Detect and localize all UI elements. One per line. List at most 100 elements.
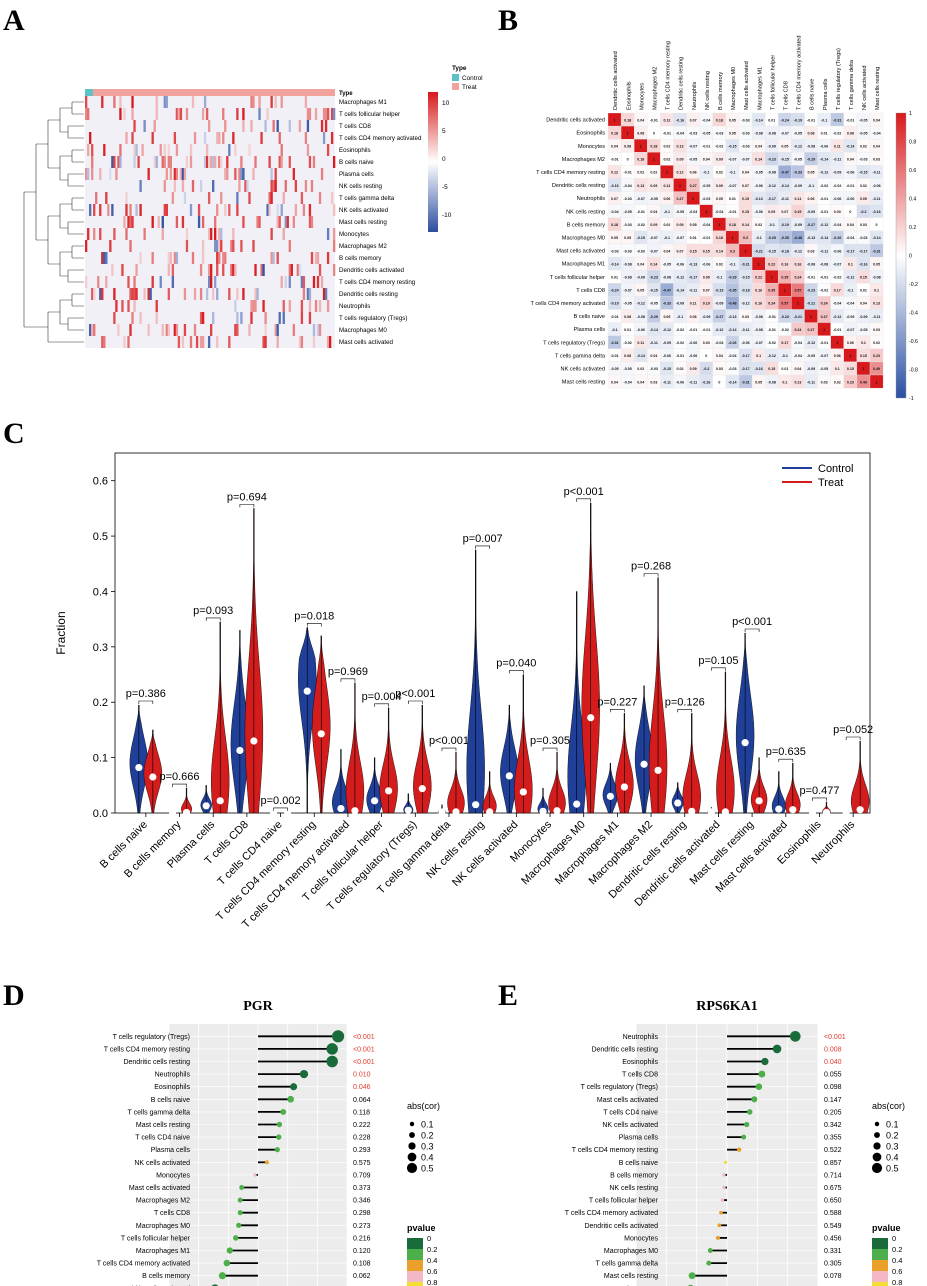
- p-value-label: <0.001: [353, 1059, 375, 1066]
- heatmap-cell: [310, 216, 314, 228]
- size-legend-label: 0.1: [886, 1120, 899, 1130]
- heatmap-cell: [169, 252, 172, 264]
- violin-median: [135, 763, 143, 772]
- heatmap-cell: [201, 216, 205, 228]
- category-label: Dendritic cells resting: [591, 1046, 658, 1053]
- heatmap-cell: [127, 216, 130, 228]
- matrix-cell-value: 0.18: [624, 118, 631, 122]
- heatmap-cell: [157, 216, 160, 228]
- size-legend-dot: [407, 1152, 417, 1162]
- lollipop-dot: [237, 1210, 243, 1216]
- p-value-label: 0.078: [824, 1273, 842, 1280]
- matrix-cell-value: 0.14: [716, 249, 723, 253]
- p-value-label: 0.273: [353, 1223, 371, 1230]
- heatmap-cell: [312, 156, 316, 168]
- heatmap-cell: [159, 276, 162, 288]
- matrix-col-label: Macrophages M0: [731, 67, 737, 110]
- violin-median: [606, 792, 614, 800]
- matrix-cell-value: 0.1: [848, 262, 853, 266]
- matrix-cell-value: -0.01: [689, 328, 697, 332]
- matrix-cell-value: -0.05: [859, 131, 867, 135]
- heatmap-cell: [181, 168, 185, 180]
- matrix-cell-value: 0.04: [755, 144, 762, 148]
- heatmap-cell: [326, 108, 330, 120]
- heatmap-cell: [212, 156, 215, 168]
- matrix-cell-value: -0.15: [859, 171, 867, 175]
- significance-bracket: [441, 747, 457, 752]
- matrix-cell-value: 0.22: [755, 275, 762, 279]
- heatmap-cell: [185, 228, 189, 240]
- matrix-row-label: T cells regulatory (Tregs): [543, 340, 605, 346]
- matrix-cell-value: 0.02: [637, 171, 644, 175]
- heatmap-cell: [318, 300, 322, 312]
- p-value-label: 0.575: [353, 1160, 371, 1167]
- matrix-cell-value: -0.08: [755, 315, 763, 319]
- lollipop-dot: [264, 1160, 269, 1165]
- heatmap-cell: [222, 132, 225, 144]
- p-value-label: 0.008: [824, 1046, 842, 1053]
- matrix-cell-value: 1: [705, 210, 707, 214]
- heatmap-cell: [230, 240, 233, 252]
- heatmap-cell: [91, 144, 94, 156]
- matrix-cell-value: -0.16: [755, 367, 763, 371]
- matrix-cell-value: -0.48: [728, 302, 736, 306]
- heatmap-cell: [264, 336, 267, 348]
- category-label: T cells CD4 naive: [135, 1135, 190, 1142]
- heatmap-cell: [236, 312, 239, 324]
- matrix-col-label: Neutrophils: [692, 82, 698, 110]
- category-label: Monocytes: [156, 1172, 190, 1179]
- p-value-label: p=0.018: [294, 610, 334, 622]
- matrix-cell-value: -0.13: [755, 197, 763, 201]
- matrix-cell-value: 0: [705, 354, 707, 358]
- heatmap-cell: [262, 336, 265, 348]
- heatmap-cell: [139, 312, 142, 324]
- matrix-cell-value: 0.03: [873, 158, 880, 162]
- heatmap-cell: [300, 312, 304, 324]
- violin-median: [688, 807, 696, 815]
- matrix-cell-value: 0.08: [624, 354, 631, 358]
- heatmap-cell: [210, 324, 213, 336]
- legend-label-control: Control: [462, 75, 483, 82]
- heatmap-cell: [278, 156, 281, 168]
- matrix-cell-value: -0.05: [610, 367, 618, 371]
- matrix-cell-value: -0.02: [833, 131, 841, 135]
- heatmap-cell: [155, 300, 158, 312]
- heatmap-cell: [91, 156, 94, 168]
- matrix-cell-value: -0.08: [768, 131, 776, 135]
- significance-bracket: [610, 709, 625, 713]
- heatmap-cell: [270, 228, 273, 240]
- matrix-cell-value: 0.04: [663, 249, 670, 253]
- heatmap-cell: [129, 288, 132, 300]
- color-scale-tick: 0.8: [909, 140, 916, 146]
- significance-bracket: [306, 623, 322, 627]
- p-value-label: p=0.635: [766, 746, 806, 758]
- matrix-cell-value: -0.01: [728, 210, 736, 214]
- p-value-label: p=0.227: [597, 696, 637, 708]
- matrix-cell-value: -0.1: [782, 354, 788, 358]
- matrix-cell-value: 0.05: [729, 118, 736, 122]
- matrix-cell-value: 1: [653, 158, 655, 162]
- heatmap-cell: [210, 264, 213, 276]
- heatmap-cell: [258, 108, 261, 120]
- matrix-cell-value: 0.06: [847, 341, 854, 345]
- heatmap-cell: [332, 240, 336, 252]
- p-value-label: p=0.694: [227, 491, 267, 503]
- heatmap-cell: [234, 264, 237, 276]
- matrix-col-label: B cells naive: [810, 79, 816, 110]
- heatmap-cell: [179, 168, 183, 180]
- heatmap-cell: [216, 264, 219, 276]
- color-scale-tick: -1: [909, 396, 914, 402]
- matrix-cell-value: 0.12: [611, 171, 618, 175]
- size-legend-label: 0.2: [421, 1131, 434, 1141]
- heatmap-cell: [320, 276, 324, 288]
- matrix-cell-value: -0.14: [728, 380, 736, 384]
- heatmap-row-label: T cells CD4 memory activated: [339, 135, 422, 142]
- matrix-cell-value: 0.04: [847, 158, 854, 162]
- lollipop-dot: [299, 1069, 309, 1079]
- y-tick-label: 0.4: [93, 586, 108, 598]
- heatmap-cell: [183, 192, 187, 204]
- color-legend-label: 0.6: [892, 1267, 902, 1276]
- heatmap-cell: [133, 288, 136, 300]
- matrix-cell-value: -0.1: [716, 275, 722, 279]
- lollipop-dot: [276, 1134, 282, 1140]
